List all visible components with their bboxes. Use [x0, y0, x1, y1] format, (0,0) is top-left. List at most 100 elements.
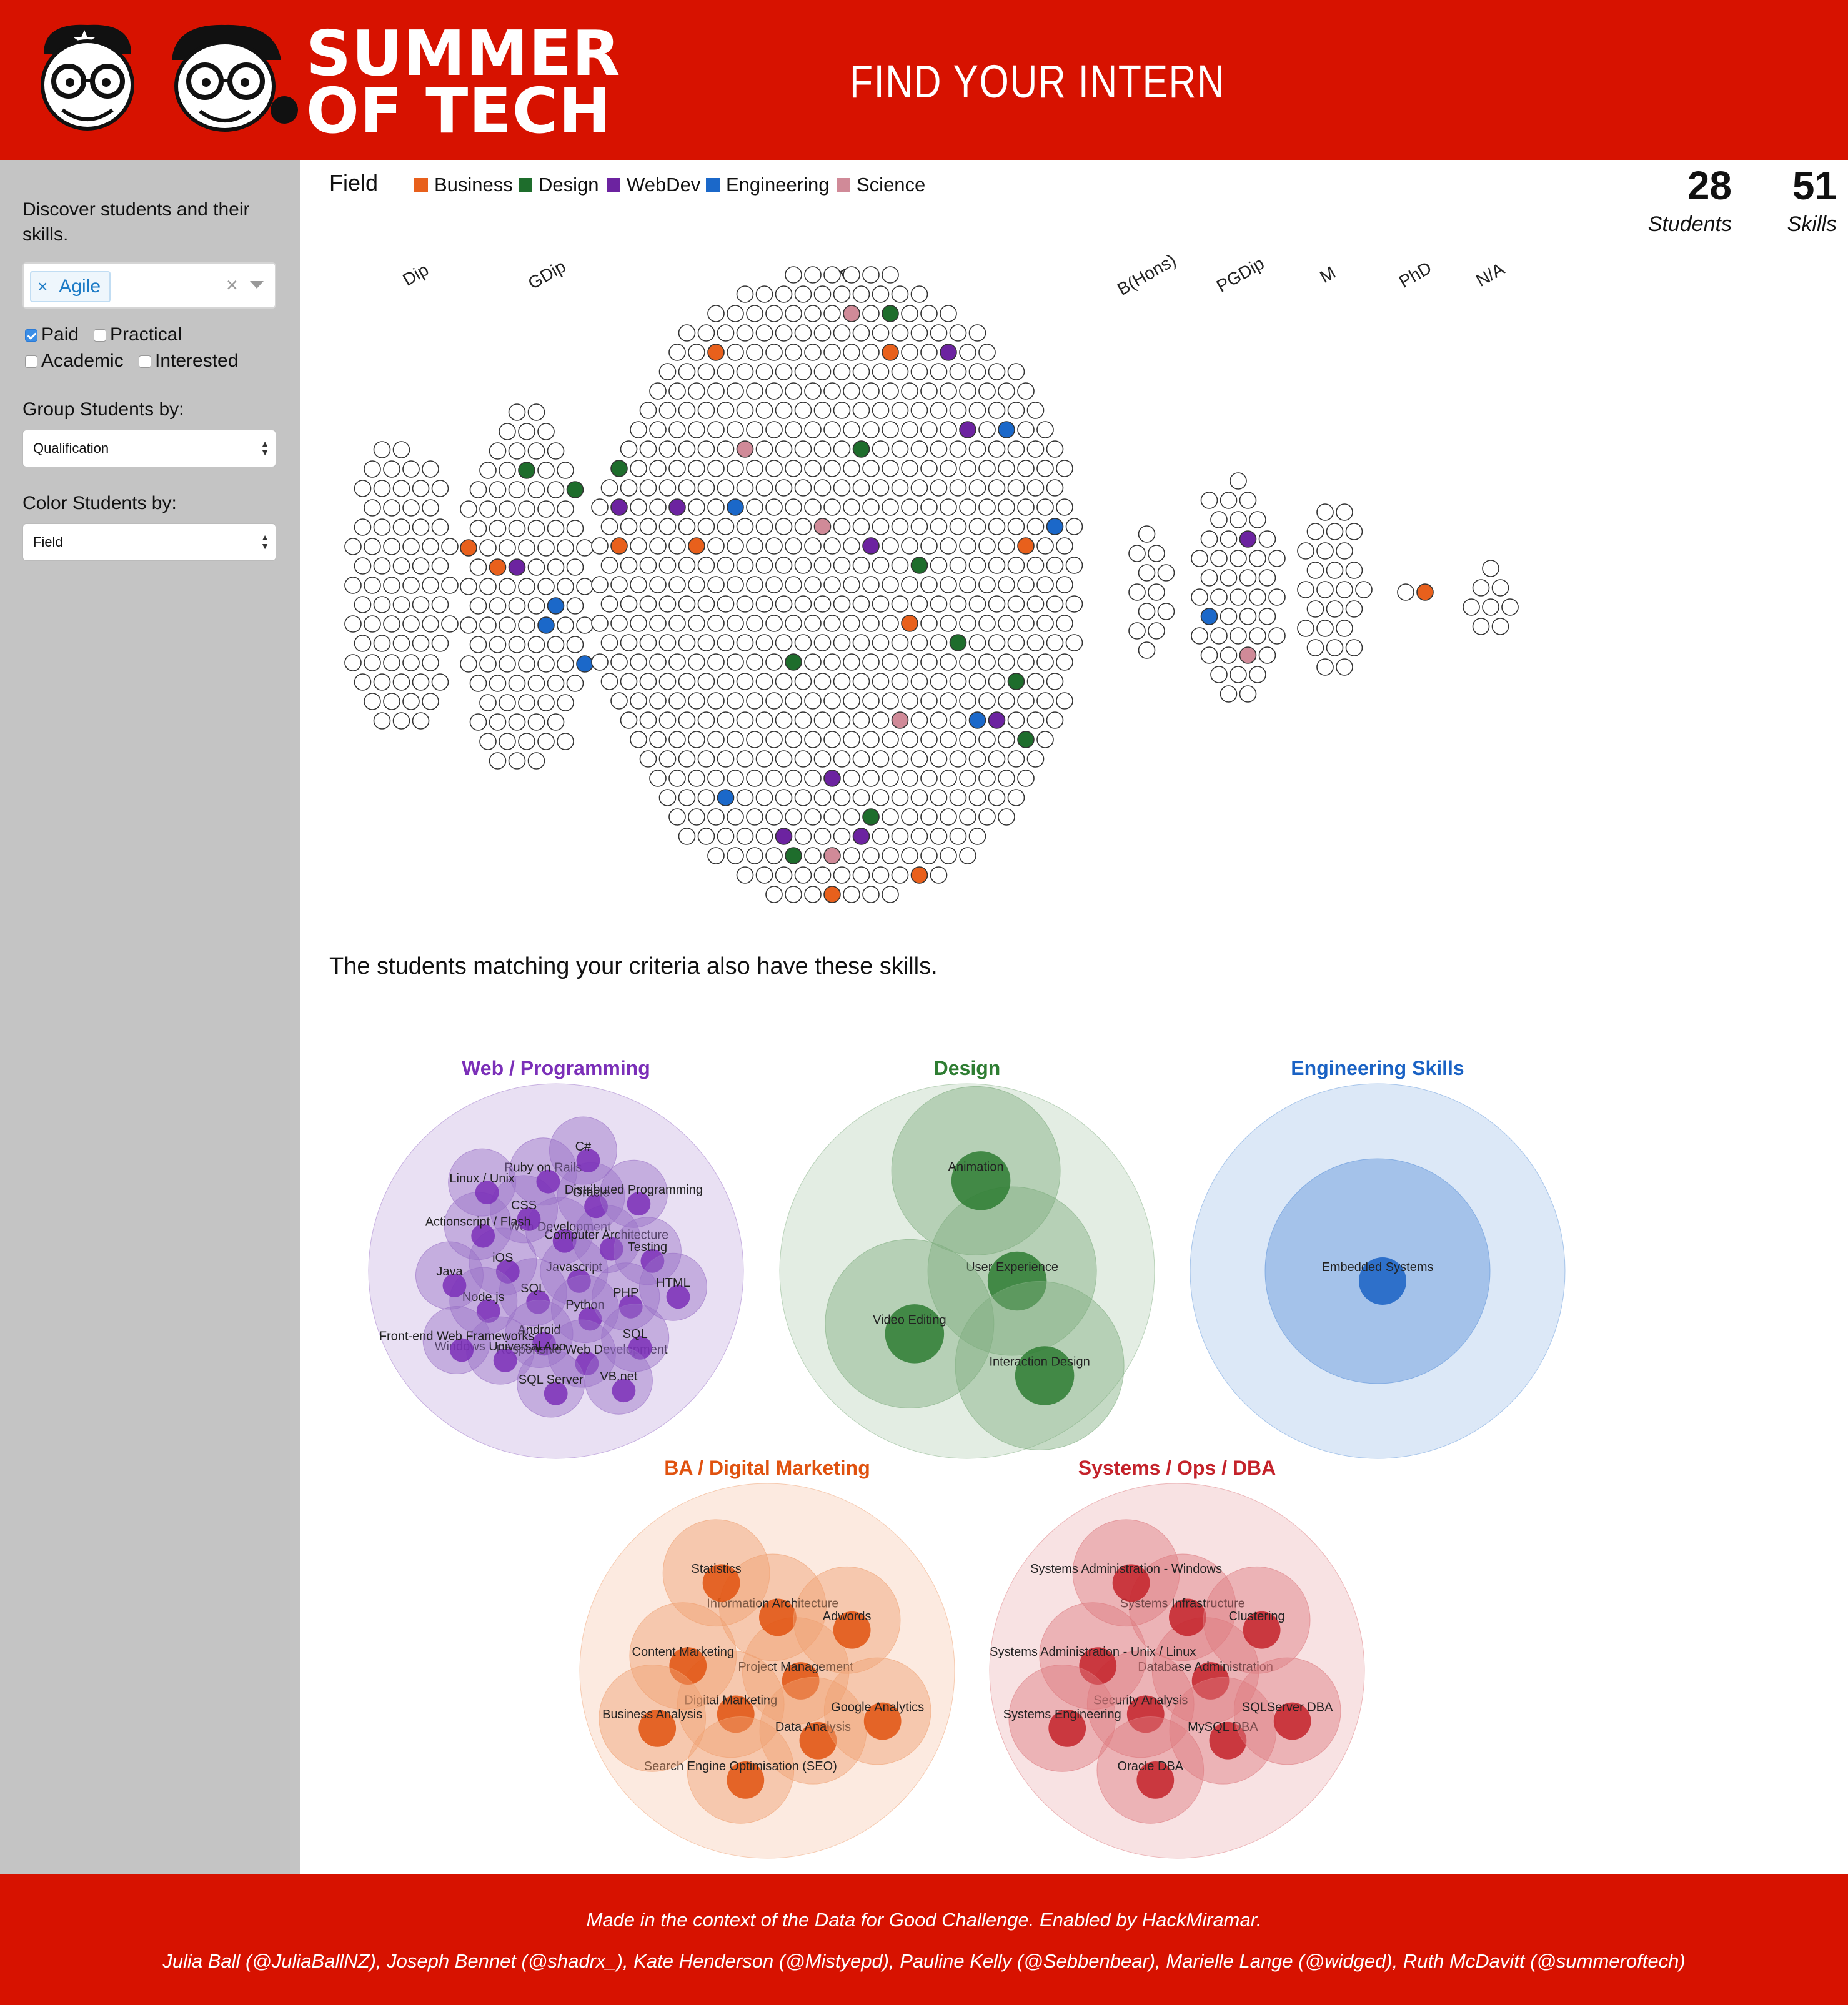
student-dot[interactable]	[823, 653, 841, 671]
student-dot[interactable]	[600, 557, 618, 574]
student-dot[interactable]	[959, 653, 976, 671]
student-dot[interactable]	[852, 866, 870, 884]
student-dot[interactable]	[823, 847, 841, 864]
student-dot[interactable]	[930, 634, 948, 651]
student-dot[interactable]	[833, 866, 851, 884]
skill-student-dot[interactable]	[666, 1285, 690, 1309]
student-dot[interactable]	[978, 731, 996, 748]
student-dot[interactable]	[1210, 511, 1228, 528]
student-dot[interactable]	[658, 595, 677, 613]
student-dot[interactable]	[978, 692, 996, 710]
student-dot[interactable]	[697, 673, 715, 690]
student-dot[interactable]	[527, 520, 545, 537]
student-dot[interactable]	[668, 576, 686, 593]
student-dot[interactable]	[882, 460, 899, 477]
student-dot[interactable]	[697, 324, 715, 342]
student-dot[interactable]	[775, 711, 793, 729]
student-dot[interactable]	[910, 634, 928, 651]
student-dot[interactable]	[1210, 588, 1228, 606]
student-dot[interactable]	[727, 382, 744, 400]
student-dot[interactable]	[872, 479, 890, 497]
student-dot[interactable]	[1065, 557, 1083, 574]
student-dot[interactable]	[940, 498, 957, 516]
student-dot[interactable]	[940, 537, 957, 555]
student-dot[interactable]	[678, 750, 696, 768]
student-dot[interactable]	[678, 479, 696, 497]
student-dot[interactable]	[736, 673, 754, 690]
student-dot[interactable]	[697, 518, 715, 535]
student-dot[interactable]	[688, 770, 705, 787]
student-dot[interactable]	[755, 595, 773, 613]
student-dot[interactable]	[688, 537, 705, 555]
student-dot[interactable]	[658, 479, 677, 497]
student-dot[interactable]	[1026, 518, 1045, 535]
student-dot[interactable]	[630, 537, 647, 555]
skill-student-dot[interactable]	[1079, 1647, 1117, 1685]
student-dot[interactable]	[707, 305, 725, 322]
student-dot[interactable]	[872, 518, 890, 535]
student-dot[interactable]	[1220, 569, 1238, 587]
skill-student-dot[interactable]	[863, 1702, 902, 1740]
student-dot[interactable]	[949, 479, 967, 497]
student-dot[interactable]	[1017, 382, 1035, 400]
student-dot[interactable]	[910, 479, 928, 497]
student-dot[interactable]	[862, 847, 880, 864]
skill-student-dot[interactable]	[1048, 1709, 1086, 1747]
student-dot[interactable]	[508, 597, 526, 615]
student-dot[interactable]	[1036, 731, 1054, 748]
student-dot[interactable]	[872, 595, 890, 613]
student-dot[interactable]	[537, 462, 555, 479]
student-dot[interactable]	[872, 866, 890, 884]
student-dot[interactable]	[460, 578, 477, 595]
student-dot[interactable]	[1336, 503, 1353, 521]
student-dot[interactable]	[891, 673, 909, 690]
student-dot[interactable]	[882, 576, 899, 593]
student-dot[interactable]	[765, 692, 783, 710]
student-dot[interactable]	[736, 518, 754, 535]
student-dot[interactable]	[843, 886, 860, 903]
student-dot[interactable]	[813, 595, 832, 613]
student-dot[interactable]	[843, 344, 860, 361]
student-dot[interactable]	[668, 653, 686, 671]
student-dot[interactable]	[658, 440, 677, 458]
student-dot[interactable]	[537, 733, 555, 750]
student-dot[interactable]	[804, 770, 822, 787]
student-dot[interactable]	[576, 655, 594, 673]
student-dot[interactable]	[1220, 608, 1238, 625]
student-dot[interactable]	[755, 866, 773, 884]
student-dot[interactable]	[891, 789, 909, 806]
student-dot[interactable]	[746, 576, 763, 593]
student-dot[interactable]	[794, 711, 812, 729]
student-dot[interactable]	[1316, 620, 1334, 637]
student-dot[interactable]	[1316, 542, 1334, 560]
student-dot[interactable]	[1148, 583, 1165, 601]
student-dot[interactable]	[765, 305, 783, 322]
student-dot[interactable]	[988, 363, 1006, 380]
student-dot[interactable]	[431, 596, 449, 613]
student-dot[interactable]	[1482, 560, 1499, 577]
student-dot[interactable]	[422, 577, 439, 594]
student-dot[interactable]	[910, 285, 928, 303]
student-dot[interactable]	[1200, 608, 1218, 625]
student-dot[interactable]	[804, 847, 822, 864]
student-dot[interactable]	[988, 673, 1006, 690]
student-dot[interactable]	[823, 382, 841, 400]
student-dot[interactable]	[1026, 750, 1045, 768]
student-dot[interactable]	[518, 655, 535, 673]
student-dot[interactable]	[794, 518, 812, 535]
student-dot[interactable]	[727, 731, 744, 748]
student-dot[interactable]	[891, 402, 909, 419]
student-dot[interactable]	[688, 653, 705, 671]
student-dot[interactable]	[920, 692, 938, 710]
student-dot[interactable]	[576, 578, 594, 595]
student-dot[interactable]	[901, 305, 918, 322]
student-dot[interactable]	[843, 808, 860, 826]
student-dot[interactable]	[527, 713, 545, 731]
student-dot[interactable]	[1036, 576, 1054, 593]
student-dot[interactable]	[707, 344, 725, 361]
student-dot[interactable]	[833, 479, 851, 497]
student-dot[interactable]	[959, 808, 976, 826]
student-dot[interactable]	[499, 655, 516, 673]
student-dot[interactable]	[1017, 537, 1035, 555]
student-dot[interactable]	[891, 363, 909, 380]
